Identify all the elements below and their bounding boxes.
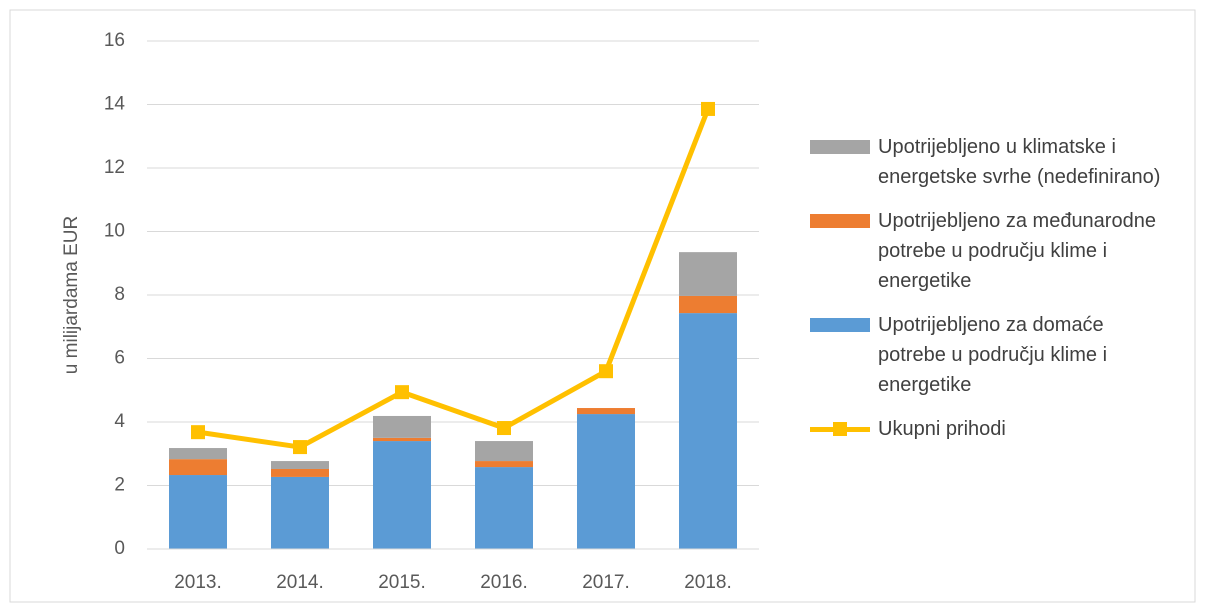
line-marker [293, 440, 307, 455]
x-tick-label: 2014. [276, 572, 324, 593]
legend-marker [833, 422, 847, 436]
bar-segment [271, 476, 329, 549]
y-tick-label: 4 [114, 411, 125, 432]
legend-item: Upotrijebljeno za domaće potrebe u podru… [810, 310, 1170, 400]
bar-segment [373, 437, 431, 442]
y-tick-label: 10 [104, 221, 125, 242]
bar-segment [679, 252, 737, 296]
legend-swatch [810, 140, 870, 154]
legend: Upotrijebljeno u klimatske i energetske … [810, 132, 1170, 458]
x-tick-label: 2015. [378, 572, 426, 593]
line-marker [599, 364, 613, 379]
x-tick-label: 2016. [480, 572, 528, 593]
legend-swatch [810, 422, 870, 436]
bar-segment [577, 408, 635, 415]
line-marker [497, 421, 511, 436]
chart-border [9, 9, 1196, 603]
legend-item: Ukupni prihodi [810, 414, 1170, 444]
legend-item: Upotrijebljeno u klimatske i energetske … [810, 132, 1170, 192]
bar-segment [271, 468, 329, 477]
bar-segment [577, 414, 635, 549]
legend-swatch [810, 214, 870, 228]
bar-segment [169, 459, 227, 476]
bar-segment [169, 448, 227, 460]
bar-segment [475, 461, 533, 468]
y-tick-label: 12 [104, 157, 125, 178]
legend-item: Upotrijebljeno za međunarodne potrebe u … [810, 206, 1170, 296]
y-tick-label: 2 [114, 475, 125, 496]
bar-segment [169, 475, 227, 549]
x-tick-label: 2017. [582, 572, 630, 593]
bar-segment [475, 441, 533, 462]
y-tick-label: 0 [114, 538, 125, 559]
bar-segment [271, 461, 329, 469]
legend-label: Upotrijebljeno u klimatske i energetske … [878, 136, 1161, 188]
legend-label: Upotrijebljeno za domaće potrebe u podru… [878, 314, 1108, 396]
line [197, 108, 711, 450]
bar-segment [373, 415, 431, 438]
bar-segment [679, 295, 737, 314]
legend-swatch [810, 318, 870, 332]
y-tick-label: 8 [114, 284, 125, 305]
bar-segment [679, 313, 737, 549]
line-marker [395, 385, 409, 400]
y-tick-label: 16 [104, 30, 125, 51]
y-tick-label: 14 [104, 94, 126, 115]
x-tick-label: 2018. [684, 572, 732, 593]
legend-label: Ukupni prihodi [878, 418, 1006, 440]
y-tick-label: 6 [114, 348, 125, 369]
legend-label: Upotrijebljeno za međunarodne potrebe u … [878, 210, 1156, 292]
bar-segment [475, 467, 533, 549]
line-marker [701, 101, 715, 116]
y-axis-label: u milijardama EUR [61, 216, 82, 374]
bar-segment [373, 441, 431, 549]
line-marker [191, 425, 205, 440]
x-tick-label: 2013. [174, 572, 222, 593]
